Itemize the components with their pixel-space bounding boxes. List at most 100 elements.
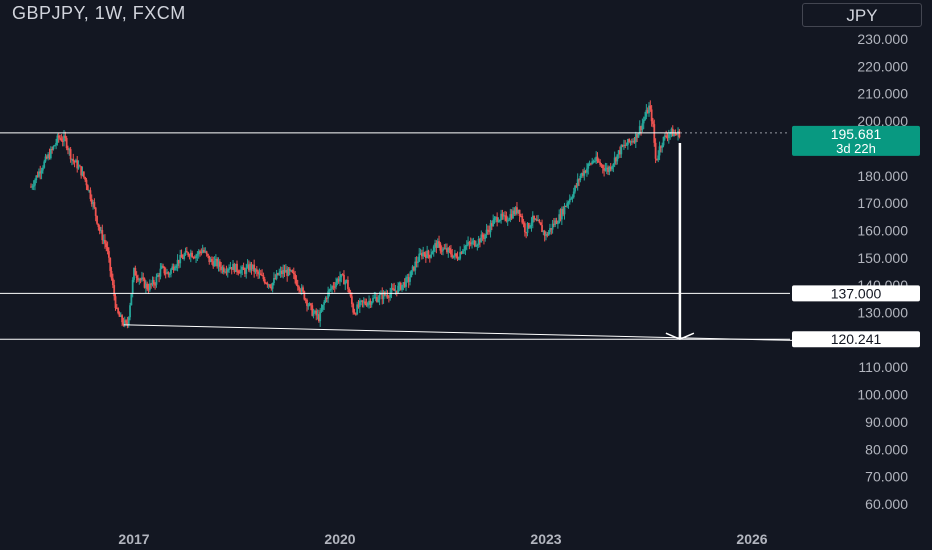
candle — [135, 271, 138, 284]
candle — [463, 244, 466, 255]
candle-body — [280, 270, 283, 275]
candle-body — [500, 213, 503, 220]
candle-body — [100, 230, 102, 232]
candle-body — [335, 282, 337, 287]
candle-body — [621, 145, 624, 147]
candle-body — [57, 135, 60, 138]
candle-body — [447, 248, 450, 253]
candle — [155, 273, 158, 288]
candle-body — [432, 246, 435, 252]
candle-body — [225, 271, 228, 273]
candle — [232, 260, 234, 270]
candle — [221, 265, 224, 274]
candle-body — [476, 244, 479, 246]
candle-body — [282, 270, 285, 275]
candle — [571, 194, 574, 203]
candle-body — [353, 312, 356, 314]
candle — [203, 247, 205, 254]
candle-body — [663, 135, 666, 137]
candle-body — [31, 186, 34, 188]
candle — [146, 281, 149, 292]
candle — [236, 260, 238, 275]
candle — [133, 267, 135, 283]
currency-button[interactable]: JPY — [802, 3, 922, 27]
candle — [172, 263, 175, 273]
candle — [424, 250, 427, 263]
candle — [413, 266, 415, 272]
candle-body — [658, 146, 661, 156]
time-axis[interactable]: 2017 2020 2023 2026 — [118, 531, 767, 547]
candle — [118, 311, 121, 317]
candle — [295, 275, 298, 286]
candle-body — [36, 175, 39, 177]
candle — [143, 277, 146, 289]
price-axis[interactable]: 230.000220.000210.000200.000190.000180.0… — [857, 31, 908, 512]
candle-body — [296, 284, 299, 287]
candle-body — [535, 219, 538, 221]
symbol-title[interactable]: GBPJPY, 1W, FXCM — [12, 3, 186, 23]
candle-body — [521, 216, 524, 223]
candle — [543, 229, 546, 242]
candle — [192, 256, 195, 260]
candle-body — [634, 133, 637, 143]
candle-body — [208, 255, 211, 263]
candle-body — [628, 139, 631, 143]
candle — [469, 237, 472, 247]
candle-body — [616, 154, 619, 162]
candlestick-series — [30, 100, 681, 329]
candle-body — [543, 231, 546, 236]
candle-body — [541, 225, 543, 233]
candle-body — [164, 273, 167, 275]
projection-arrow-head — [665, 332, 695, 341]
candle-body — [505, 215, 508, 221]
candle — [502, 212, 505, 220]
candle — [560, 206, 563, 226]
candle — [228, 264, 230, 273]
candle — [527, 222, 530, 229]
candle — [151, 276, 154, 287]
candle — [393, 282, 396, 291]
candle-body — [489, 223, 492, 233]
candle-body — [451, 254, 454, 258]
candle-body — [263, 279, 266, 283]
candle — [415, 256, 418, 268]
candle-body — [670, 128, 673, 133]
candle — [476, 243, 479, 251]
candle — [596, 152, 599, 164]
candle — [259, 269, 262, 276]
candle — [249, 261, 252, 273]
candle-body — [35, 175, 38, 181]
candle — [578, 178, 580, 187]
candle-body — [67, 148, 69, 151]
y-tick-label: 60.000 — [865, 496, 908, 512]
candle — [541, 219, 543, 233]
candle — [446, 243, 448, 254]
candle-body — [117, 308, 120, 314]
candle — [407, 273, 410, 288]
candle — [504, 210, 506, 222]
candle-body — [232, 263, 234, 270]
candle — [147, 283, 150, 294]
candle-body — [343, 274, 345, 285]
candle-body — [300, 287, 303, 292]
candle — [601, 164, 604, 174]
candle — [488, 225, 491, 235]
candle — [489, 219, 492, 238]
candle — [278, 268, 281, 276]
candle-body — [440, 250, 443, 252]
candle-body — [479, 238, 481, 243]
candle-body — [444, 248, 447, 250]
candle-body — [517, 209, 520, 213]
candle-body — [389, 292, 392, 298]
candle — [344, 279, 347, 291]
candle — [298, 285, 300, 294]
candle-body — [205, 251, 208, 254]
candle-body — [436, 241, 439, 248]
candle-body — [381, 292, 384, 300]
candle-body — [646, 109, 649, 114]
candle — [633, 137, 636, 144]
candle-body — [509, 214, 512, 220]
candle — [85, 177, 88, 191]
candle-body — [270, 286, 273, 289]
